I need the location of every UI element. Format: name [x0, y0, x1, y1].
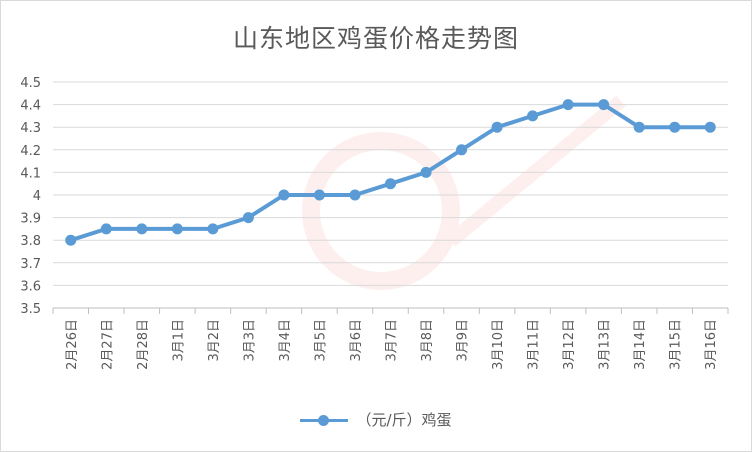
data-point [100, 223, 112, 235]
x-axis-ticks: 2月26日 2月27日 2月28日 3月1日 3月2日 3月3日 3月4日 3月5日 3月6日 3… [65, 319, 719, 370]
x-tick-label: 3月13日 [598, 319, 613, 370]
data-point [313, 189, 325, 201]
data-point [491, 121, 503, 133]
x-tick-label: 3月4日 [278, 319, 293, 362]
x-tick-label: 3月3日 [242, 319, 257, 362]
x-tick-label: 3月8日 [420, 319, 435, 362]
x-tick-label: 3月16日 [704, 319, 719, 370]
legend: （元/斤）鸡蛋 [1, 409, 751, 430]
y-tick-label: 3.8 [20, 234, 41, 249]
data-point [136, 223, 148, 235]
data-point [278, 189, 290, 201]
y-tick-label: 4.4 [20, 99, 41, 114]
data-point [562, 99, 574, 111]
y-tick-label: 4.5 [20, 76, 41, 91]
x-tick-label: 2月28日 [136, 319, 151, 370]
data-point [385, 178, 396, 190]
y-tick-label: 4 [33, 189, 41, 204]
data-point [242, 212, 254, 224]
x-tick-label: 3月12日 [562, 319, 577, 370]
y-axis-ticks: 3.5 3.6 3.7 3.8 3.9 4 4.1 4.2 4.3 4.4 4.5 [20, 76, 41, 317]
data-point [527, 110, 539, 122]
x-tick-label: 3月11日 [527, 319, 542, 370]
data-point [456, 144, 468, 156]
x-tick-label: 3月5日 [313, 319, 328, 362]
data-point [207, 223, 219, 235]
data-point [420, 166, 432, 178]
chart-title: 山东地区鸡蛋价格走势图 [232, 24, 519, 53]
x-tick-label: 3月1日 [171, 319, 186, 362]
y-tick-label: 3.5 [20, 302, 41, 317]
y-tick-label: 3.6 [20, 279, 41, 294]
x-tick-label: 2月26日 [65, 319, 80, 370]
line-chart: 3.53.63.73.83.944.14.24.34.44.5 2月26日 2月2… [20, 76, 729, 370]
x-tick-label: 3月9日 [456, 319, 471, 362]
data-point [349, 189, 361, 201]
data-point [598, 99, 610, 111]
data-point [65, 234, 77, 246]
x-tick-label: 3月7日 [385, 319, 400, 362]
y-tick-label: 4.3 [20, 121, 41, 136]
gridlines [52, 81, 729, 314]
data-point [633, 121, 645, 133]
y-tick-label: 4.1 [20, 166, 41, 181]
x-tick-label: 3月6日 [349, 319, 364, 362]
x-tick-label: 2月27日 [100, 319, 115, 370]
data-point [704, 121, 716, 133]
x-tick-label: 3月10日 [491, 319, 506, 370]
x-tick-label: 3月15日 [669, 319, 684, 370]
x-tick-label: 3月14日 [633, 319, 648, 370]
y-tick-label: 4.2 [20, 144, 41, 159]
y-tick-label: 3.9 [20, 212, 41, 227]
data-point [171, 223, 183, 235]
legend-swatch-icon [300, 414, 349, 426]
data-point [669, 121, 681, 133]
series-line [65, 99, 716, 246]
legend-label: （元/斤）鸡蛋 [356, 411, 452, 429]
y-tick-label: 3.7 [20, 257, 41, 272]
x-tick-label: 3月2日 [207, 319, 222, 362]
